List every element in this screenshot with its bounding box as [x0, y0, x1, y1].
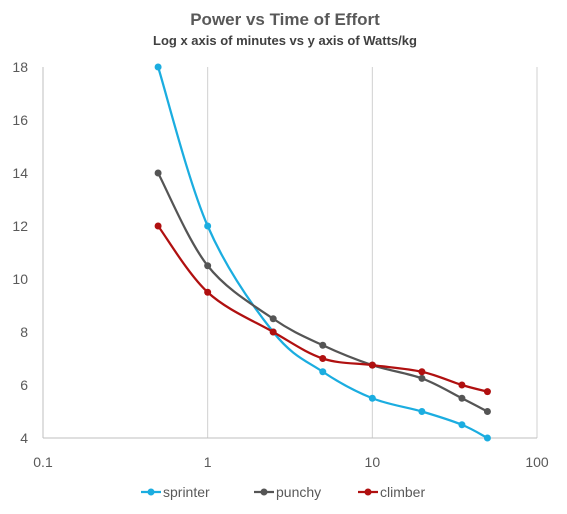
x-tick-label: 0.1 [33, 454, 53, 470]
data-point-punchy [204, 262, 212, 270]
legend-marker-sprinter [147, 488, 155, 496]
x-tick-label: 100 [525, 454, 549, 470]
data-point-climber [154, 222, 162, 230]
data-point-sprinter [154, 63, 162, 71]
x-tick-label: 10 [365, 454, 381, 470]
data-point-punchy [458, 394, 466, 402]
data-point-sprinter [368, 394, 376, 402]
legend-label-punchy: punchy [276, 484, 321, 500]
data-point-sprinter [483, 434, 491, 442]
data-point-sprinter [458, 421, 466, 429]
data-point-punchy [418, 374, 426, 382]
data-point-climber [483, 388, 491, 396]
y-tick-label: 14 [12, 165, 28, 181]
data-point-climber [368, 361, 376, 369]
data-point-climber [269, 328, 277, 336]
data-point-sprinter [418, 408, 426, 415]
data-point-climber [204, 288, 212, 296]
gridlines [207, 67, 538, 438]
series-climber [154, 222, 491, 396]
legend-label-sprinter: sprinter [163, 484, 210, 500]
chart-title: Power vs Time of Effort [190, 10, 380, 29]
y-tick-label: 4 [20, 430, 28, 446]
y-tick-label: 10 [12, 271, 28, 287]
data-point-sprinter [204, 222, 212, 230]
x-tick-label: 1 [204, 454, 212, 470]
y-tick-label: 16 [12, 112, 28, 128]
data-point-punchy [319, 341, 327, 349]
data-point-climber [418, 368, 426, 376]
legend: sprinter punchy climber [141, 484, 425, 500]
data-point-climber [319, 355, 327, 362]
series-punchy [154, 169, 491, 415]
y-tick-label: 18 [12, 59, 28, 75]
data-point-punchy [154, 169, 162, 177]
legend-item-climber: climber [358, 484, 425, 500]
y-tick-label: 6 [20, 377, 28, 393]
legend-marker-punchy [260, 488, 268, 496]
y-tick-label: 8 [20, 324, 28, 340]
y-tick-label: 12 [12, 218, 28, 234]
data-point-punchy [483, 408, 491, 415]
plot-area [154, 63, 491, 442]
legend-marker-climber [364, 488, 372, 496]
series-sprinter [154, 63, 491, 442]
data-point-sprinter [319, 368, 327, 376]
tick-labels: 4 6 8 10 12 14 16 18 0.1 1 10 100 [12, 59, 548, 470]
data-point-climber [458, 381, 466, 389]
legend-label-climber: climber [380, 484, 425, 500]
legend-item-punchy: punchy [254, 484, 321, 500]
data-point-punchy [269, 315, 277, 323]
legend-item-sprinter: sprinter [141, 484, 210, 500]
chart-subtitle: Log x axis of minutes vs y axis of Watts… [153, 33, 417, 48]
axes [42, 67, 537, 439]
